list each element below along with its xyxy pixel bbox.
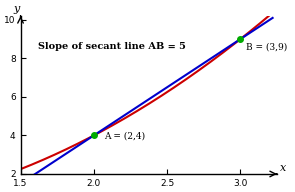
Text: x: x [280, 163, 286, 173]
Text: y: y [13, 4, 19, 14]
Text: Slope of secant line AB = 5: Slope of secant line AB = 5 [38, 42, 186, 51]
Text: A = (2,4): A = (2,4) [104, 131, 145, 140]
Text: B = (3,9): B = (3,9) [246, 43, 288, 52]
